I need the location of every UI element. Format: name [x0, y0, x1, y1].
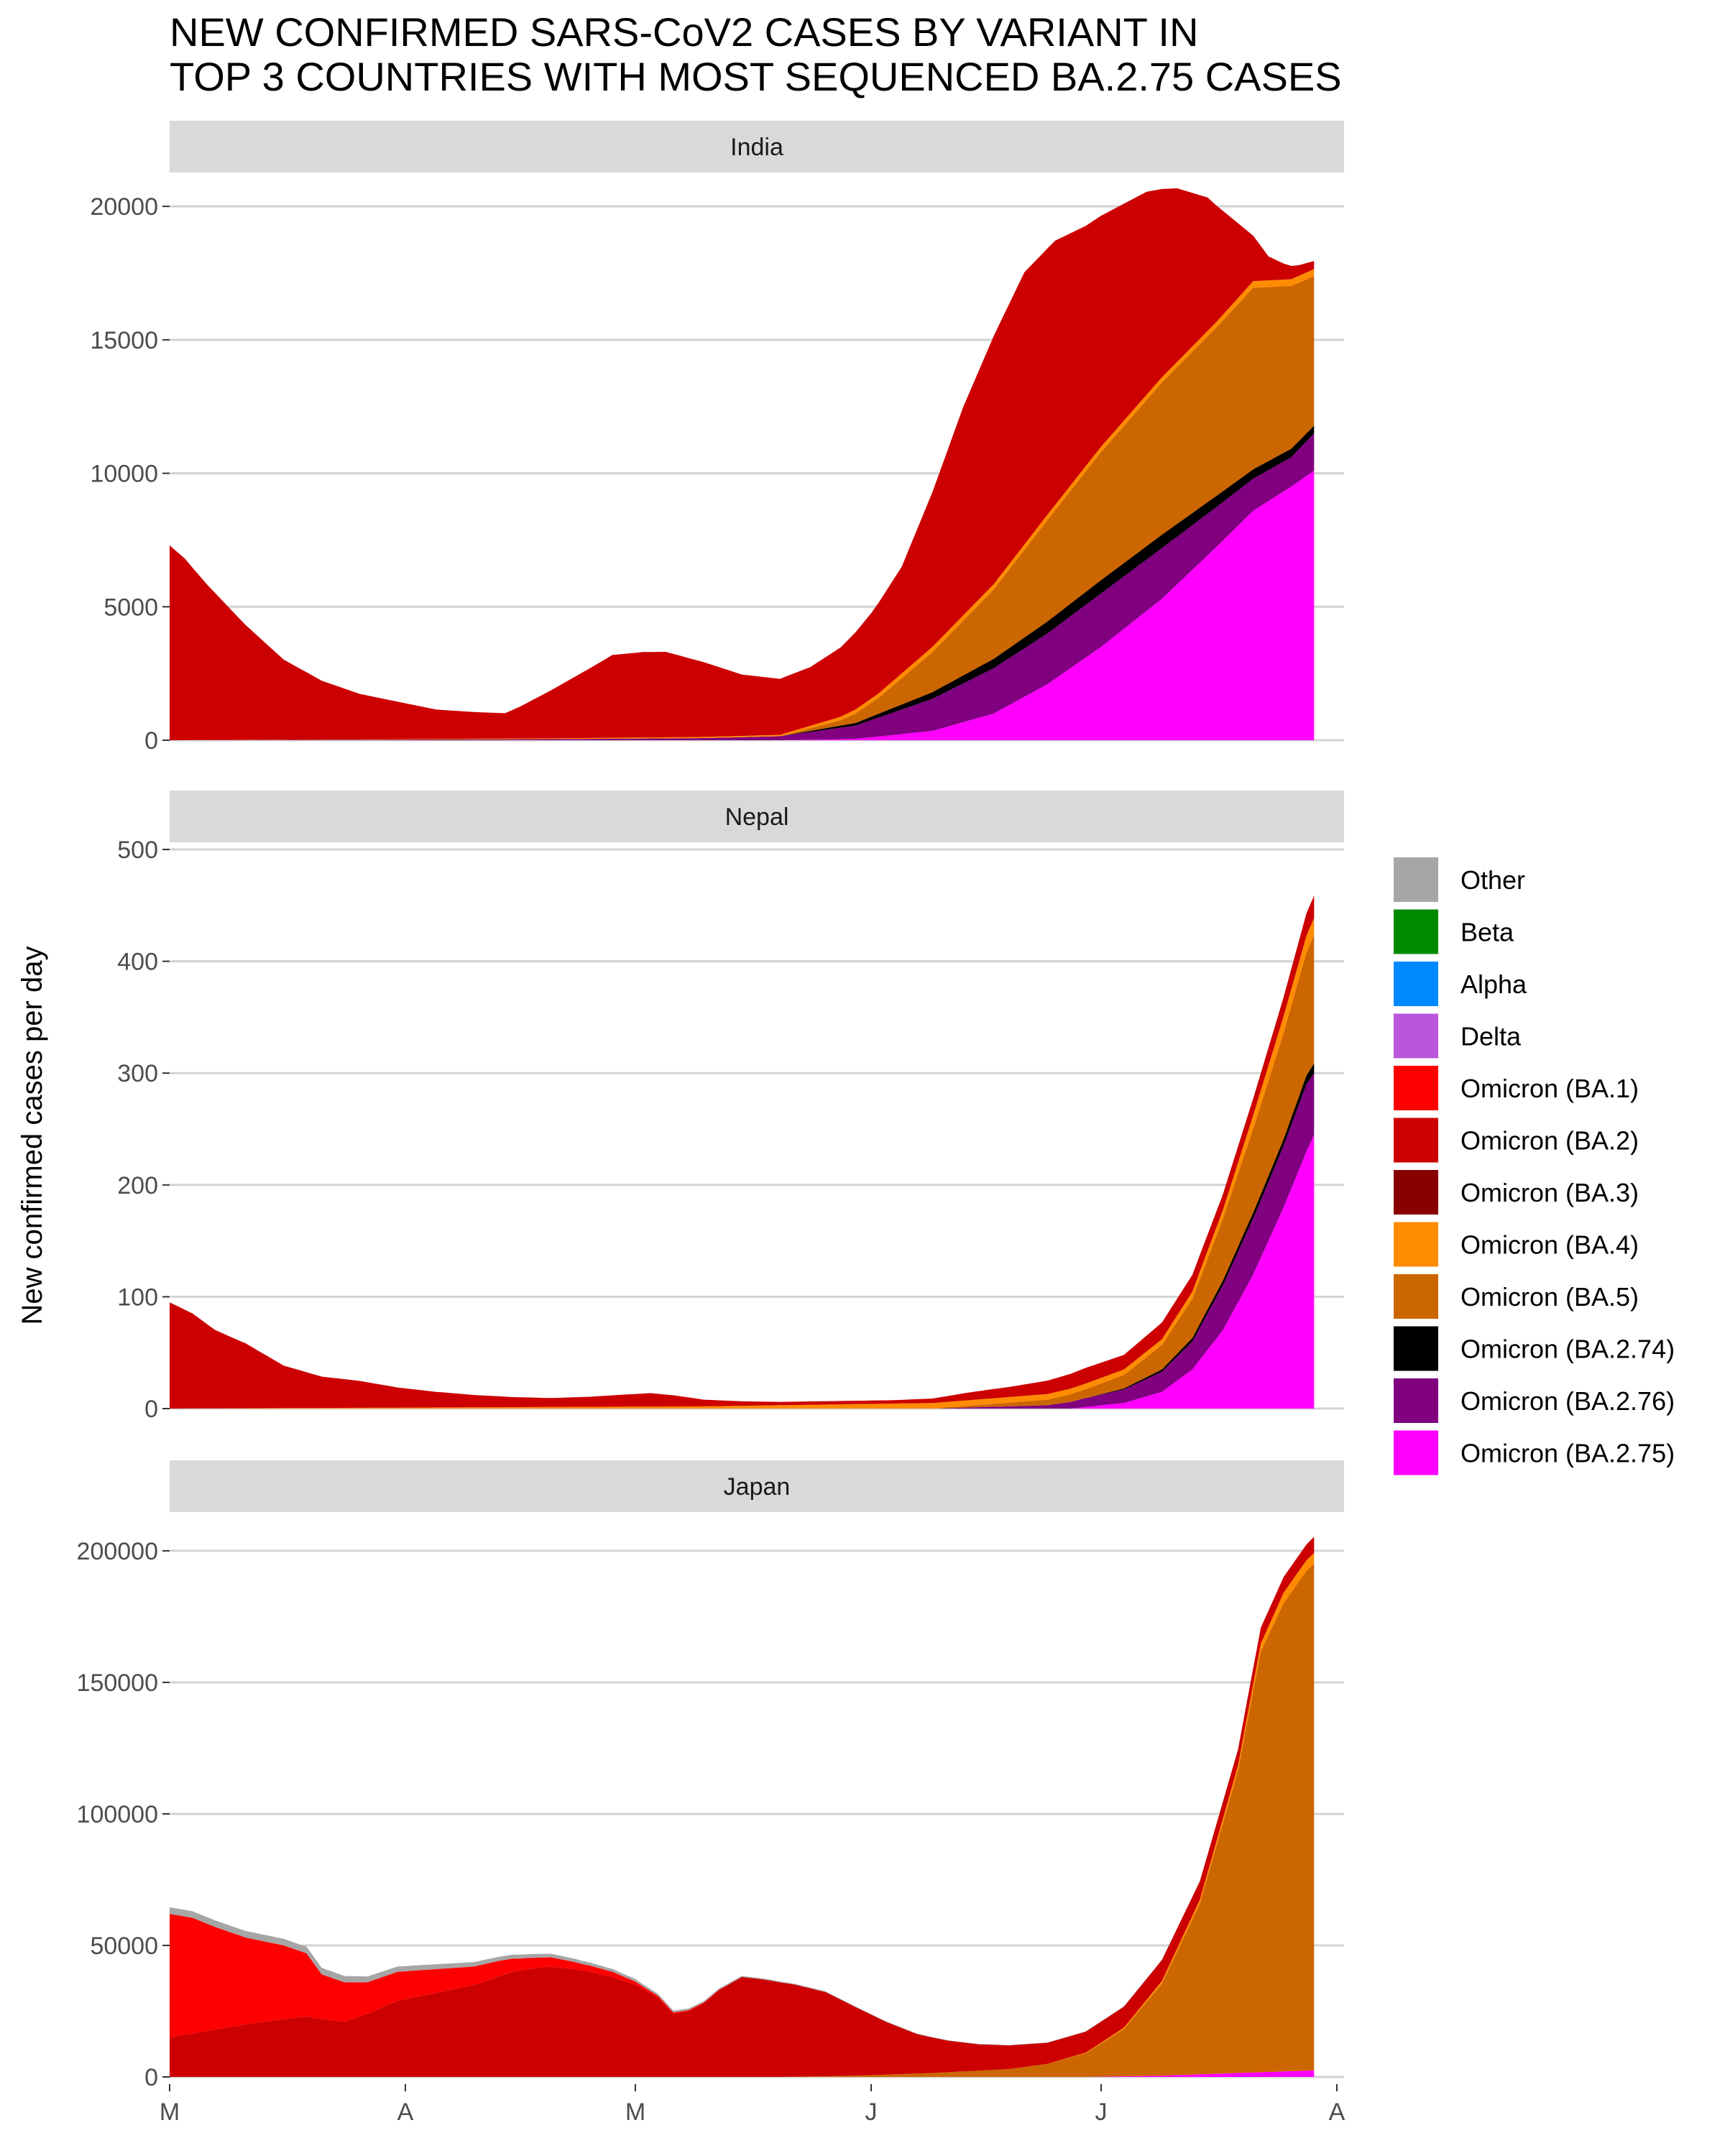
legend-swatch [1393, 1378, 1439, 1424]
area-omicron-ba-5 [170, 935, 1314, 1409]
facet-strip-label: India [730, 134, 783, 161]
legend-item: Omicron (BA.5) [1393, 1273, 1639, 1319]
legend-label: Omicron (BA.2.76) [1460, 1386, 1675, 1416]
legend-swatch [1393, 1430, 1439, 1476]
legend-item: Omicron (BA.3) [1393, 1169, 1639, 1215]
y-tick-label: 200 [117, 1172, 158, 1199]
y-tick-label: 10000 [90, 461, 158, 488]
legend-label: Other [1460, 865, 1525, 895]
chart-title-line-1: NEW CONFIRMED SARS-CoV2 CASES BY VARIANT… [170, 9, 1198, 55]
y-tick-label: 0 [144, 727, 158, 755]
legend-swatch [1393, 1273, 1439, 1319]
legend-swatch [1393, 1118, 1439, 1164]
x-tick-label: A [1329, 2099, 1346, 2126]
legend-item: Other [1393, 857, 1525, 903]
panels: India05000100001500020000Nepal0100200300… [77, 121, 1344, 2091]
legend-swatch [1393, 1169, 1439, 1215]
legend-swatch [1393, 1013, 1439, 1059]
area-other [170, 1537, 1314, 2045]
area-omicron-ba-2 [170, 895, 1314, 1409]
y-tick-label: 5000 [104, 594, 158, 621]
legend-label: Omicron (BA.2.75) [1460, 1439, 1675, 1468]
y-tick-label: 100 [117, 1284, 158, 1311]
legend-item: Omicron (BA.2) [1393, 1118, 1639, 1164]
panel-nepal: Nepal 0 100 200 300 400 500 [117, 791, 1344, 1423]
y-tick-label: 400 [117, 949, 158, 976]
x-tick-label: J [865, 2099, 878, 2126]
areas [170, 188, 1314, 740]
legend-label: Omicron (BA.5) [1460, 1282, 1639, 1312]
area-omicron-ba-1 [170, 1537, 1314, 2045]
legend-label: Omicron (BA.1) [1460, 1074, 1639, 1103]
legend-item: Omicron (BA.2.75) [1393, 1430, 1675, 1476]
legend-label: Alpha [1460, 969, 1527, 999]
y-tick-label: 15000 [90, 327, 158, 354]
legend-swatch [1393, 1065, 1439, 1111]
legend-swatch [1393, 961, 1439, 1007]
legend-label: Omicron (BA.3) [1460, 1178, 1639, 1207]
panel-india: India 0 5000 10000 15000 20000 [90, 121, 1344, 755]
legend-swatch [1393, 857, 1439, 903]
legend-swatch [1393, 1222, 1439, 1268]
areas [170, 1537, 1314, 2077]
y-tick-label: 200000 [77, 1538, 158, 1565]
panel-japan: Japan 0 50000 100000 150000 200000 [77, 1460, 1344, 2091]
legend-item: Omicron (BA.2.74) [1393, 1326, 1675, 1372]
y-tick-label: 50000 [90, 1932, 158, 1960]
legend-swatch [1393, 909, 1439, 955]
x-tick-label: M [625, 2099, 645, 2126]
y-tick-label: 0 [144, 2064, 158, 2091]
x-tick-label: A [397, 2099, 414, 2126]
y-tick-label: 0 [144, 1396, 158, 1423]
legend-label: Omicron (BA.2) [1460, 1126, 1639, 1156]
legend-item: Beta [1393, 909, 1514, 955]
legend-item: Omicron (BA.1) [1393, 1065, 1639, 1111]
legend-item: Alpha [1393, 961, 1527, 1007]
legend-swatch [1393, 1326, 1439, 1372]
y-axis-label: New confirmed cases per day [17, 946, 48, 1325]
y-tick-label: 20000 [90, 193, 158, 221]
legend-item: Omicron (BA.4) [1393, 1222, 1639, 1268]
y-tick-label: 300 [117, 1060, 158, 1087]
legend-item: Delta [1393, 1013, 1522, 1059]
legend: Other Beta Alpha Delta Omicron (BA.1) Omicron… [1393, 857, 1675, 1476]
x-tick-label: J [1095, 2099, 1108, 2126]
legend-label: Omicron (BA.2.74) [1460, 1335, 1675, 1364]
legend-item: Omicron (BA.2.76) [1393, 1378, 1675, 1424]
legend-label: Delta [1460, 1022, 1522, 1051]
area-omicron-ba-4 [170, 918, 1314, 1409]
legend-label: Omicron (BA.4) [1460, 1230, 1639, 1260]
facet-strip-label: Nepal [725, 803, 789, 831]
y-tick-label: 100000 [77, 1801, 158, 1828]
areas [170, 895, 1314, 1409]
y-tick-label: 150000 [77, 1669, 158, 1697]
facet-strip-label: Japan [724, 1473, 791, 1501]
chart-title-line-2: TOP 3 COUNTRIES WITH MOST SEQUENCED BA.2… [170, 54, 1342, 99]
y-tick-label: 500 [117, 837, 158, 864]
legend-label: Beta [1460, 918, 1514, 947]
x-tick-label: M [160, 2099, 180, 2126]
